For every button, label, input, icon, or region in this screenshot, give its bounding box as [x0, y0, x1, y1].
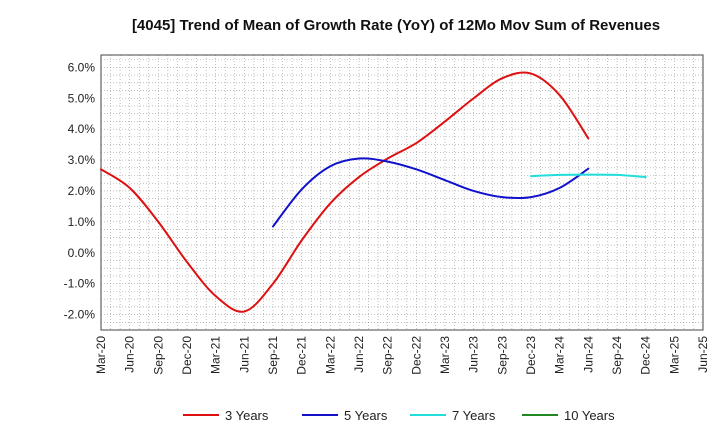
y-tick-label: 6.0% [68, 60, 96, 74]
y-tick-label: 2.0% [68, 184, 96, 198]
x-tick-label: Sep-24 [610, 336, 624, 375]
series-lines [100, 71, 647, 313]
x-tick-label: Jun-24 [581, 336, 595, 373]
x-tick-label: Sep-22 [381, 336, 395, 375]
x-tick-label: Jun-21 [237, 336, 251, 373]
legend: 3 Years 5 Years 7 Years 10 Years [183, 408, 615, 423]
x-tick-label: Dec-23 [524, 336, 538, 375]
y-tick-label: 1.0% [68, 215, 96, 229]
legend-label-3-years: 3 Years [225, 408, 269, 423]
x-tick-label: Dec-24 [639, 336, 653, 375]
chart-title: [4045] Trend of Mean of Growth Rate (YoY… [132, 17, 660, 34]
y-tick-label: 5.0% [68, 91, 96, 105]
x-tick-label: Mar-25 [667, 336, 681, 374]
x-tick-label: Dec-22 [409, 336, 423, 375]
x-tick-label: Jun-22 [352, 336, 366, 373]
y-tick-label: -1.0% [64, 277, 96, 291]
x-tick-label: Sep-20 [151, 336, 165, 375]
grid [100, 55, 704, 331]
y-tick-label: 3.0% [68, 153, 96, 167]
x-tick-label: Sep-23 [495, 336, 509, 375]
x-tick-label: Sep-21 [266, 336, 280, 375]
y-tick-label: 4.0% [68, 122, 96, 136]
x-tick-label: Mar-21 [209, 336, 223, 374]
y-tick-label: -2.0% [64, 308, 96, 322]
series-line-5-years [272, 157, 590, 228]
x-tick-label: Jun-25 [696, 336, 710, 373]
x-tick-label: Jun-23 [467, 336, 481, 373]
x-axis-ticks: Mar-20 Jun-20 Sep-20 Dec-20 Mar-21 Jun-21 Sep-… [94, 336, 710, 375]
legend-label-7-years: 7 Years [452, 408, 496, 423]
y-axis-ticks: -2.0% -1.0% 0.0% 1.0% 2.0% 3.0% 4.0% 5.0% 6.0% [64, 60, 96, 321]
x-tick-label: Mar-22 [323, 336, 337, 374]
x-tick-label: Mar-23 [438, 336, 452, 374]
x-tick-label: Jun-20 [123, 336, 137, 373]
x-tick-label: Dec-20 [180, 336, 194, 375]
plot-area-frame [100, 54, 704, 331]
x-tick-label: Mar-20 [94, 336, 108, 374]
legend-label-5-years: 5 Years [344, 408, 388, 423]
series-line-7-years [530, 173, 647, 179]
x-tick-label: Dec-21 [295, 336, 309, 375]
series-line-3-years [100, 71, 590, 313]
legend-label-10-years: 10 Years [564, 408, 615, 423]
x-tick-label: Mar-24 [553, 336, 567, 374]
y-tick-label: 0.0% [68, 246, 96, 260]
